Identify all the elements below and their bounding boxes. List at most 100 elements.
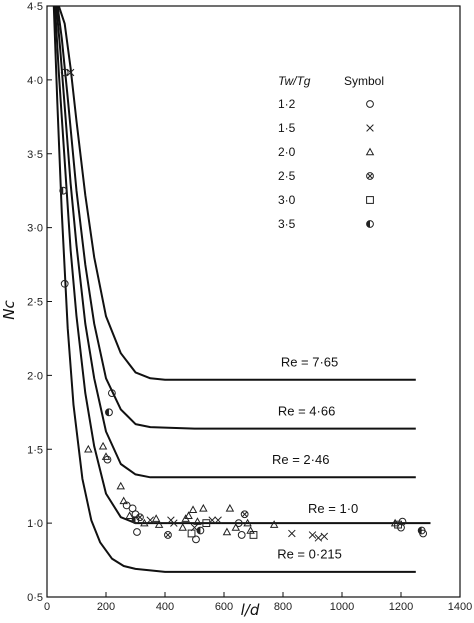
data-point (188, 505, 198, 514)
marker-cross (66, 68, 75, 77)
legend-ratio-6: 3·5 (278, 217, 296, 231)
curve-1 (57, 5, 416, 381)
marker-triangle (188, 505, 198, 514)
y-tick-label: 2·5 (27, 297, 43, 309)
marker-triangle (116, 481, 125, 490)
marker-circle (133, 528, 141, 536)
marker-circle (164, 531, 172, 539)
marker-triangle (178, 523, 187, 531)
marker-cross (214, 516, 222, 524)
curve-label-5: Re = 0·215 (277, 547, 342, 562)
curve-2 (56, 5, 416, 430)
marker-circle (398, 517, 407, 526)
x-axis-label: l/d (241, 601, 260, 619)
curve-labels: Re = 7·65 Re = 4·66 Re = 2·46 Re = 1·0 Re = … (272, 355, 358, 562)
marker-circle (366, 172, 374, 180)
data-point (234, 519, 243, 528)
data-point (164, 531, 172, 539)
marker-square (366, 196, 374, 204)
data-point (243, 518, 252, 527)
marker-triangle (140, 518, 149, 527)
marker-cross (314, 534, 323, 542)
data-point (308, 531, 317, 539)
marker-cross (170, 519, 178, 527)
marker-circle (237, 531, 246, 539)
marker-cross (241, 511, 248, 517)
legend: Tw/Tg Symbol 1·2 1·5 2·0 2·5 3·0 3·5 (278, 74, 384, 231)
marker-triangle (125, 511, 134, 519)
marker-circle (103, 455, 112, 464)
marker-half-fill (132, 516, 136, 524)
legend-ratio-3: 2·0 (278, 145, 296, 159)
data-point (320, 532, 329, 541)
data-point (240, 510, 249, 519)
curve-label-3: Re = 2·46 (272, 452, 329, 467)
legend-ratio-2: 1·5 (278, 121, 296, 135)
marker-half-fill (197, 527, 201, 534)
curve-label-4: Re = 1·0 (308, 501, 358, 516)
x-axis: 0 200 400 600 800 1000 1200 1400 (44, 592, 472, 613)
legend-ratio-1: 1·2 (278, 97, 296, 111)
marker-circle (60, 279, 69, 288)
marker-circle (234, 519, 243, 528)
data-point (154, 520, 164, 528)
circle-x-symbol (366, 172, 374, 180)
marker-half-fill (418, 527, 422, 534)
marker-half-fill (105, 408, 109, 416)
data-point (108, 389, 116, 398)
marker-triangle (225, 503, 235, 512)
curves (52, 5, 431, 573)
data-point (60, 279, 69, 288)
y-tick-label: 1·5 (27, 444, 43, 456)
data-point (136, 513, 144, 522)
marker-circle (366, 100, 374, 108)
marker-cross (288, 529, 296, 538)
marker-cross (146, 516, 155, 524)
marker-triangle (184, 511, 193, 519)
data-point (196, 526, 205, 535)
data-point (398, 517, 407, 526)
y-tick-label: 0·5 (27, 592, 43, 604)
data-point (192, 535, 200, 544)
x-tick-label: 800 (274, 601, 292, 613)
half-filled-circle-symbol (366, 220, 374, 228)
data-point (184, 511, 193, 519)
marker-triangle (231, 523, 241, 531)
curve-5 (52, 5, 416, 573)
marker-triangle (84, 444, 93, 453)
marker-cross (208, 516, 216, 524)
marker-cross (165, 532, 171, 538)
marker-circle (136, 513, 144, 522)
y-axis-label: Nc (0, 300, 18, 320)
data-point (199, 503, 208, 512)
y-tick-label: 4·0 (27, 75, 43, 87)
marker-half-fill (59, 187, 64, 195)
data-points (59, 68, 428, 544)
marker-cross (308, 531, 317, 539)
x-tick-label: 1200 (389, 601, 413, 613)
data-point (419, 529, 428, 538)
x-tick-label: 200 (97, 601, 115, 613)
x-tick-label: 600 (215, 601, 233, 613)
data-point (208, 516, 216, 524)
marker-triangle (269, 520, 279, 528)
x-tick-label: 1000 (330, 601, 354, 613)
data-point (116, 481, 125, 490)
marker-cross (137, 514, 143, 520)
marker-triangle (98, 441, 108, 450)
marker-triangle (154, 520, 164, 528)
cross-symbol (366, 124, 374, 132)
circle-symbol (366, 100, 374, 108)
y-tick-label: 1·0 (27, 518, 43, 530)
marker-circle (108, 389, 116, 398)
legend-ratio-4: 2·5 (278, 169, 296, 183)
data-point (193, 517, 202, 525)
curve-label-1: Re = 7·65 (281, 355, 338, 370)
marker-circle (419, 529, 428, 538)
marker-square (249, 531, 258, 539)
data-point (237, 531, 246, 539)
data-point (225, 503, 235, 512)
data-point (288, 529, 296, 538)
data-point (314, 534, 323, 542)
marker-circle (60, 68, 69, 77)
